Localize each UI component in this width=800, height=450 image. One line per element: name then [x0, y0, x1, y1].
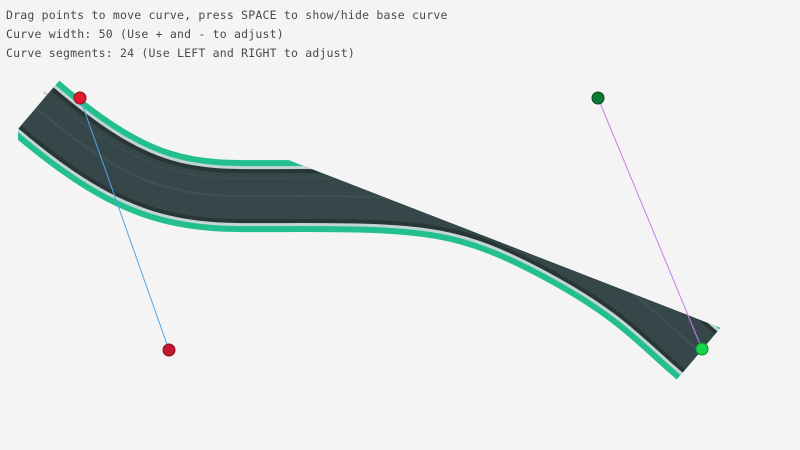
end-control-point[interactable] — [695, 342, 709, 356]
start-handle-line — [79, 97, 170, 351]
road-ribbon — [18, 80, 724, 380]
start-anchor-point[interactable] — [73, 91, 87, 105]
control-handles[interactable] — [73, 91, 709, 357]
end-handle-line — [597, 97, 703, 350]
end-anchor-point[interactable] — [591, 91, 605, 105]
start-control-point[interactable] — [162, 343, 176, 357]
